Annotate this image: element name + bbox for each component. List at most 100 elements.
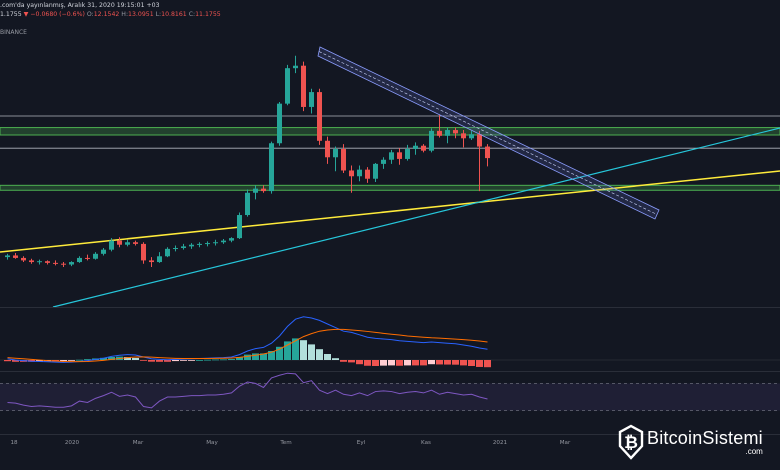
- macd-histogram-bar: [76, 359, 83, 361]
- pane-divider-macd[interactable]: [0, 307, 780, 308]
- macd-histogram-bar: [468, 360, 475, 366]
- macd-histogram-bar: [348, 360, 355, 363]
- candle-body: [461, 133, 466, 139]
- macd-histogram-bar: [340, 360, 347, 362]
- watermark-logo: ₿ BitcoinSistemi .com: [618, 424, 763, 460]
- macd-histogram-bar: [484, 360, 491, 368]
- candle-body: [269, 143, 274, 192]
- macd-histogram-bar: [404, 360, 411, 366]
- candle-body: [397, 152, 402, 159]
- change-arrow: ▼: [23, 11, 29, 18]
- candle-body: [197, 243, 202, 245]
- candle-body: [61, 263, 66, 265]
- candle-body: [53, 262, 58, 264]
- support-zones: [0, 127, 780, 191]
- yellow-trendline: [0, 170, 780, 253]
- candle-body: [253, 188, 258, 193]
- candle-body: [325, 140, 330, 158]
- trend-lines: [0, 127, 780, 308]
- open-value: 12.1542: [93, 11, 120, 18]
- candle-body: [213, 242, 218, 244]
- candle-body: [365, 169, 370, 179]
- macd-histogram-bar: [252, 353, 259, 360]
- rsi-band: [0, 383, 780, 411]
- channel-midline: [318, 51, 658, 215]
- candle-body: [165, 248, 170, 257]
- candle-body: [277, 103, 282, 144]
- time-axis-tick: 18: [10, 440, 18, 446]
- macd-histogram-bar: [156, 360, 163, 362]
- candle-body: [285, 68, 290, 104]
- macd-histogram-bar: [236, 357, 243, 360]
- low-value: 10.8161: [161, 11, 187, 18]
- macd-pane: [0, 316, 780, 368]
- macd-histogram-bar: [316, 349, 323, 360]
- last-price: 1.1755: [0, 11, 22, 18]
- rsi-pane: [0, 372, 780, 411]
- time-axis-tick: Eyl: [356, 440, 366, 446]
- candle-body: [141, 243, 146, 261]
- macd-histogram-bar: [356, 360, 363, 365]
- macd-histogram-bar: [164, 360, 171, 362]
- candle-body: [93, 253, 98, 259]
- macd-histogram-bar: [332, 358, 339, 360]
- low-label: L:: [155, 11, 162, 18]
- price-change: −0.0680 (−0.6%): [30, 11, 85, 18]
- time-axis-tick: May: [206, 440, 218, 446]
- candle-body: [13, 255, 18, 258]
- candle-body: [237, 215, 242, 239]
- watermark-domain: .com: [745, 446, 763, 456]
- open-label: O:: [86, 11, 94, 18]
- candle-body: [125, 242, 130, 245]
- candle-body: [133, 242, 138, 244]
- candle-body: [189, 244, 194, 247]
- candle-body: [445, 130, 450, 136]
- rsi-line: [7, 372, 488, 409]
- macd-histogram-bar: [12, 360, 19, 362]
- macd-histogram-bar: [276, 346, 283, 360]
- candle-body: [301, 65, 306, 107]
- time-axis-tick: 2020: [64, 440, 80, 446]
- macd-histogram-bar: [412, 360, 419, 366]
- macd-line: [7, 316, 488, 363]
- candle-body: [317, 92, 322, 141]
- macd-histogram-bar: [420, 360, 427, 366]
- signal-line: [7, 328, 488, 363]
- candle-body: [45, 261, 50, 263]
- macd-histogram-bar: [372, 360, 379, 366]
- candle-body: [181, 246, 186, 249]
- candle-body: [293, 65, 298, 69]
- macd-histogram-bar: [84, 359, 91, 360]
- candle-body: [437, 130, 442, 136]
- close-label: C:: [188, 11, 196, 18]
- macd-histogram-bar: [460, 360, 467, 366]
- time-axis-tick: Tem: [280, 440, 292, 446]
- macd-histogram-bar: [204, 359, 211, 361]
- channel-band: [317, 46, 660, 220]
- high-label: H:: [121, 11, 129, 18]
- macd-histogram-bar: [436, 360, 443, 365]
- macd-histogram-bar: [180, 360, 187, 361]
- bitcoin-logo-icon: ₿: [618, 424, 644, 460]
- candles: [5, 55, 490, 267]
- cyan-trendline: [52, 127, 780, 308]
- candle-body: [101, 249, 106, 254]
- macd-histogram-bar: [244, 354, 251, 360]
- macd-histogram-bar: [100, 357, 107, 360]
- candle-body: [221, 240, 226, 243]
- pane-divider-rsi[interactable]: [0, 371, 780, 372]
- time-axis-border: [0, 434, 780, 435]
- candle-body: [21, 257, 26, 261]
- candle-body: [429, 130, 434, 151]
- macd-histogram-bar: [364, 360, 371, 366]
- macd-histogram-bar: [172, 360, 179, 362]
- candle-body: [469, 134, 474, 139]
- macd-histogram-bar: [140, 360, 147, 361]
- ohlc-legend: 1.1755 ▼ −0.0680 (−0.6%) O:12.1542 H:13.…: [0, 11, 221, 18]
- exchange-label: BINANCE: [0, 29, 27, 36]
- macd-histogram-bar: [148, 360, 155, 362]
- candle-body: [261, 188, 266, 192]
- candle-body: [85, 257, 90, 259]
- macd-histogram-bar: [452, 360, 459, 365]
